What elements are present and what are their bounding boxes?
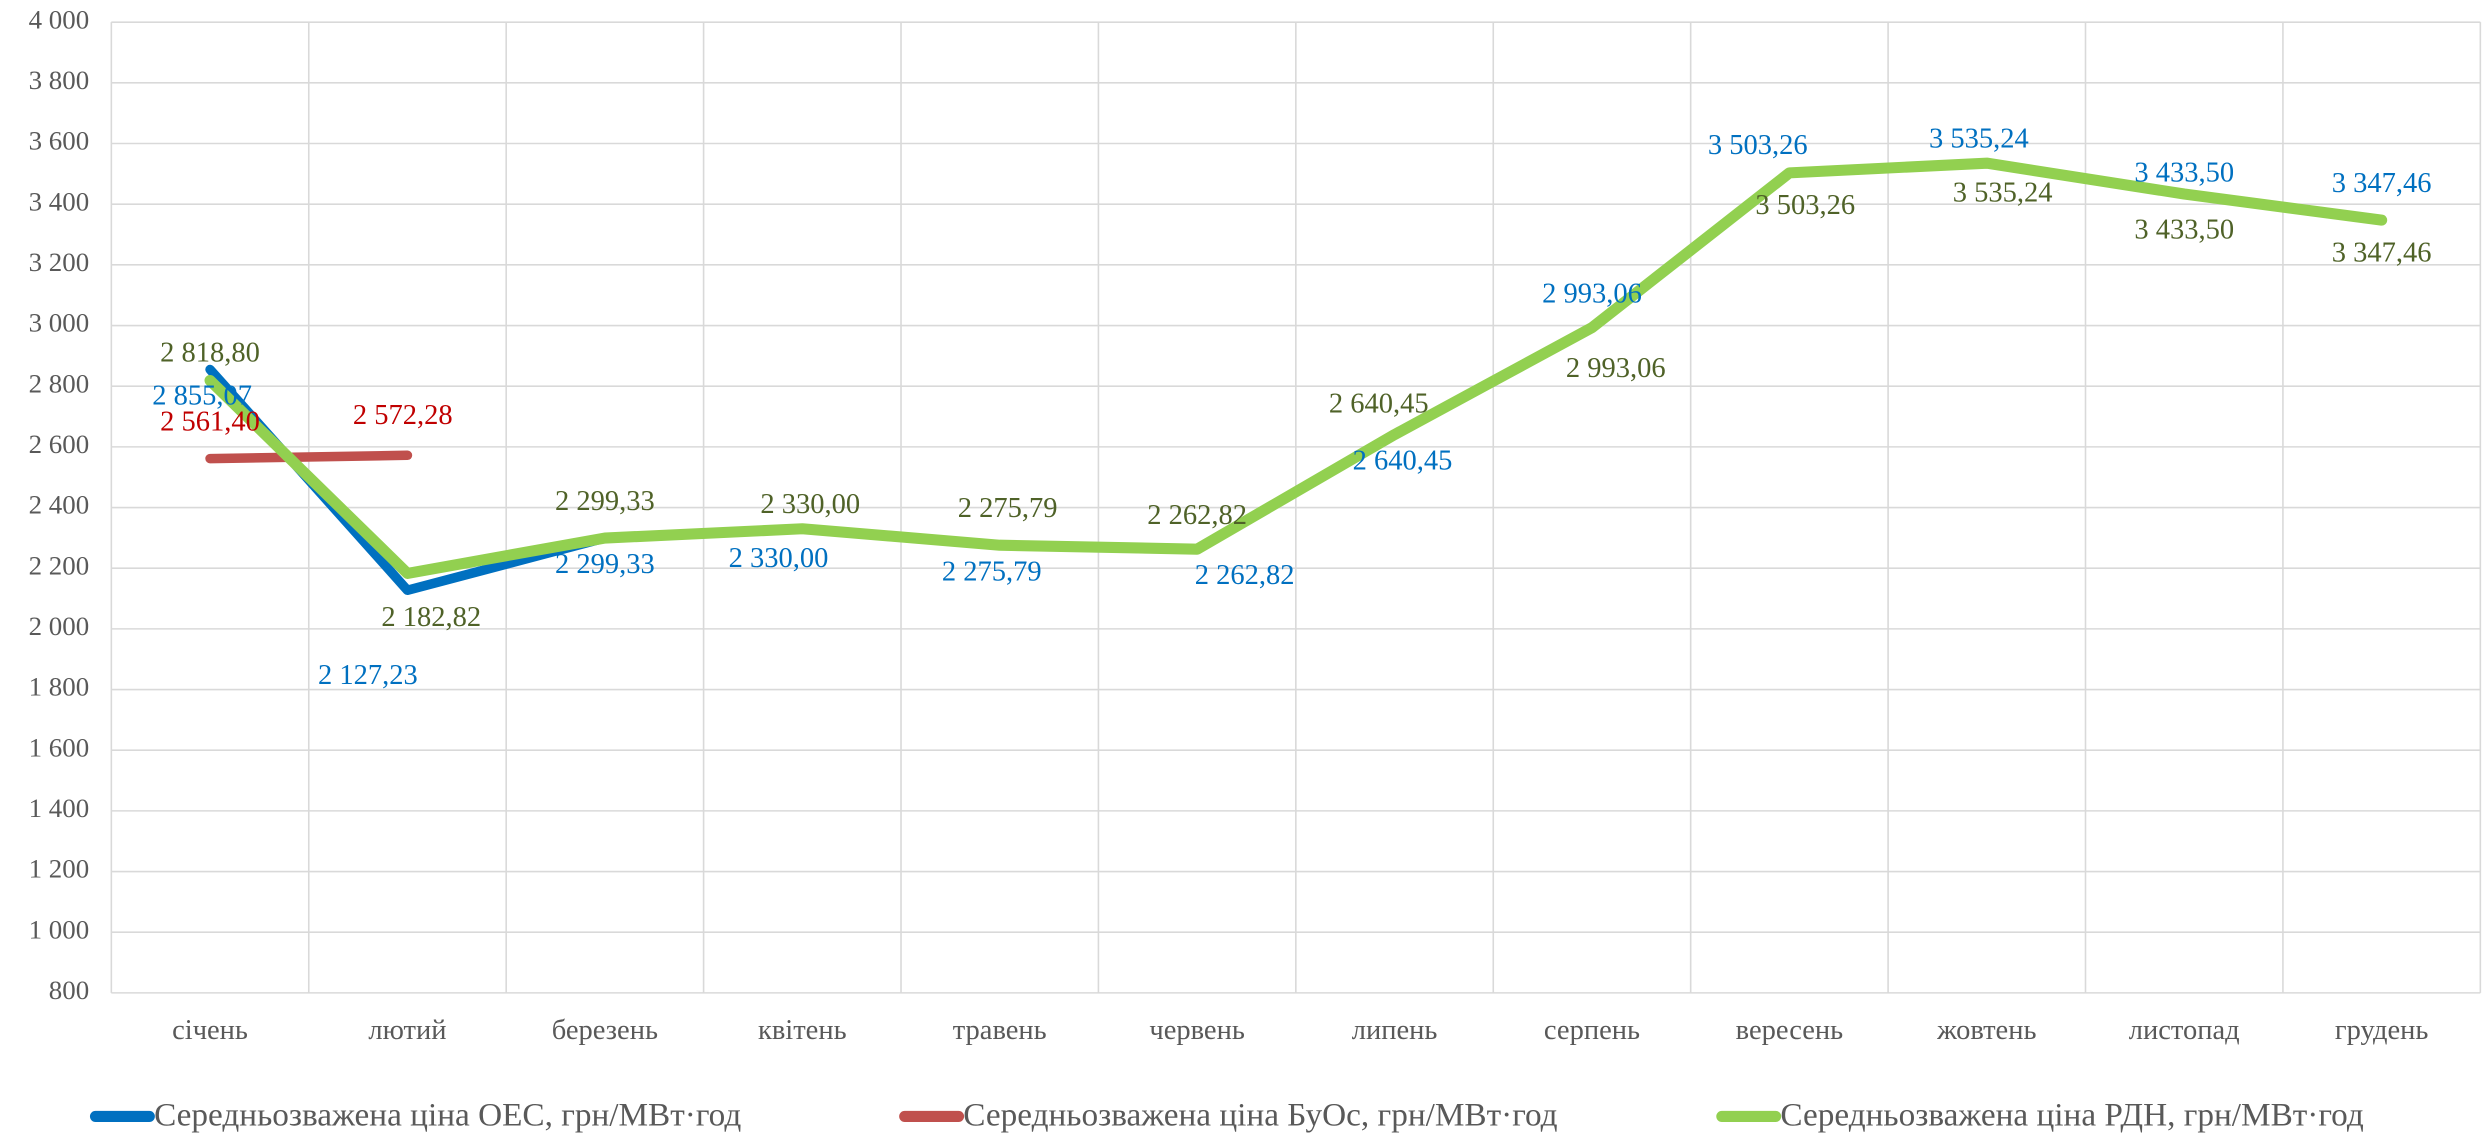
data-label: 2 855,07 (152, 381, 252, 412)
x-tick-label: серпень (1544, 1015, 1640, 1046)
y-tick-label: 3 400 (29, 186, 90, 216)
y-tick-label: 3 800 (29, 65, 90, 95)
data-label: 2 330,00 (729, 543, 829, 574)
x-tick-label: вересень (1736, 1015, 1843, 1046)
y-tick-label: 3 000 (29, 308, 90, 338)
data-label: 2 640,45 (1329, 389, 1429, 420)
y-tick-label: 2 400 (29, 490, 90, 520)
y-tick-label: 1 600 (29, 732, 90, 762)
x-tick-label: січень (172, 1015, 248, 1046)
x-tick-label: березень (552, 1015, 658, 1046)
series-line (205, 450, 413, 464)
data-label: 3 503,26 (1708, 130, 1808, 161)
y-tick-label: 1 000 (29, 914, 90, 944)
y-tick-label: 2 000 (29, 611, 90, 641)
data-label: 2 993,06 (1542, 279, 1642, 310)
data-label: 2 299,33 (555, 486, 655, 517)
x-tick-label: травень (953, 1015, 1047, 1046)
y-tick-label: 1 400 (29, 793, 90, 823)
y-tick-label: 2 600 (29, 429, 90, 459)
y-tick-label: 4 000 (29, 4, 90, 34)
legend-label: Середньозважена ціна ОЕС, грн/МВт·год (154, 1097, 741, 1134)
data-label: 2 299,33 (555, 549, 655, 580)
data-label: 2 640,45 (1353, 446, 1453, 477)
data-label: 3 433,50 (2134, 215, 2234, 246)
x-tick-label: листопад (2129, 1015, 2240, 1046)
data-label: 3 347,46 (2332, 238, 2432, 269)
x-tick-label: лютий (368, 1015, 446, 1046)
x-tick-label: жовтень (1936, 1015, 2036, 1046)
x-tick-label: червень (1149, 1015, 1244, 1046)
data-label: 2 262,82 (1195, 560, 1295, 591)
y-tick-label: 3 200 (29, 247, 90, 277)
y-tick-label: 800 (49, 975, 89, 1005)
legend-label: Середньозважена ціна БуОс, грн/МВт·год (963, 1097, 1557, 1134)
data-label: 2 182,82 (381, 602, 481, 633)
x-tick-label: липень (1352, 1015, 1438, 1046)
data-label: 2 127,23 (318, 660, 418, 691)
series-line (204, 157, 2388, 579)
data-label: 3 535,24 (1953, 177, 2053, 208)
data-label: 3 535,24 (1929, 124, 2029, 155)
data-label: 2 572,28 (353, 400, 453, 431)
y-tick-label: 2 800 (29, 368, 90, 398)
y-tick-label: 1 200 (29, 854, 90, 884)
data-label: 2 330,00 (760, 489, 860, 520)
data-label: 2 275,79 (942, 556, 1042, 587)
data-label: 2 993,06 (1566, 353, 1666, 384)
legend-label: Середньозважена ціна РДН, грн/МВт·год (1780, 1097, 2363, 1134)
y-tick-label: 1 800 (29, 672, 90, 702)
x-tick-label: квітень (758, 1015, 847, 1046)
data-label: 2 561,40 (160, 406, 260, 437)
y-tick-label: 2 200 (29, 550, 90, 580)
x-tick-label: грудень (2335, 1015, 2428, 1046)
data-label: 2 818,80 (160, 338, 260, 369)
data-label: 3 503,26 (1755, 190, 1855, 221)
data-label: 2 275,79 (958, 493, 1058, 524)
data-label: 2 262,82 (1147, 500, 1247, 531)
data-label: 3 433,50 (2134, 158, 2234, 189)
data-label: 3 347,46 (2332, 168, 2432, 199)
y-tick-label: 3 600 (29, 126, 90, 156)
